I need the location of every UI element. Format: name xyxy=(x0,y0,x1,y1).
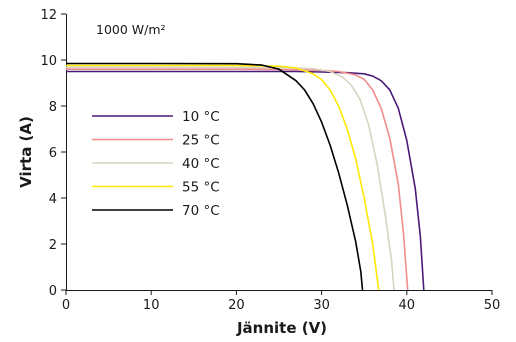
legend-label-3: 55 °C xyxy=(182,180,220,196)
x-tick-label: 30 xyxy=(313,298,330,313)
x-tick-label: 20 xyxy=(228,298,245,313)
legend-label-1: 25 °C xyxy=(182,133,220,149)
legend-label-0: 10 °C xyxy=(182,109,220,125)
ticks: 0 10 20 30 40 50 0 2 4 6 8 10 12 xyxy=(40,8,500,313)
legend-label-4: 70 °C xyxy=(182,203,220,219)
y-tick-label: 0 xyxy=(49,284,57,299)
y-tick-label: 12 xyxy=(40,8,57,23)
y-tick-label: 6 xyxy=(49,146,57,161)
series-layer xyxy=(66,62,425,291)
y-tick-label: 4 xyxy=(49,192,57,207)
legend-label-2: 40 °C xyxy=(182,156,220,172)
x-tick-label: 50 xyxy=(484,298,501,313)
y-tick-label: 8 xyxy=(49,100,57,115)
series-line-1 xyxy=(66,68,409,291)
series-line-2 xyxy=(66,66,395,291)
series-line-4 xyxy=(66,62,364,291)
axes xyxy=(66,14,492,291)
x-tick-label: 10 xyxy=(143,298,160,313)
legend: 10 °C 25 °C 40 °C 55 °C 70 °C xyxy=(92,109,220,219)
series-line-0 xyxy=(66,70,425,291)
y-tick-label: 10 xyxy=(40,54,57,69)
series-line-3 xyxy=(66,64,380,291)
x-tick-label: 40 xyxy=(399,298,416,313)
x-axis-title: Jännite (V) xyxy=(236,319,327,337)
y-axis-title: Virta (A) xyxy=(17,116,35,188)
irradiance-annotation: 1000 W/m² xyxy=(96,22,166,37)
x-tick-label: 0 xyxy=(62,298,70,313)
y-tick-label: 2 xyxy=(49,238,57,253)
